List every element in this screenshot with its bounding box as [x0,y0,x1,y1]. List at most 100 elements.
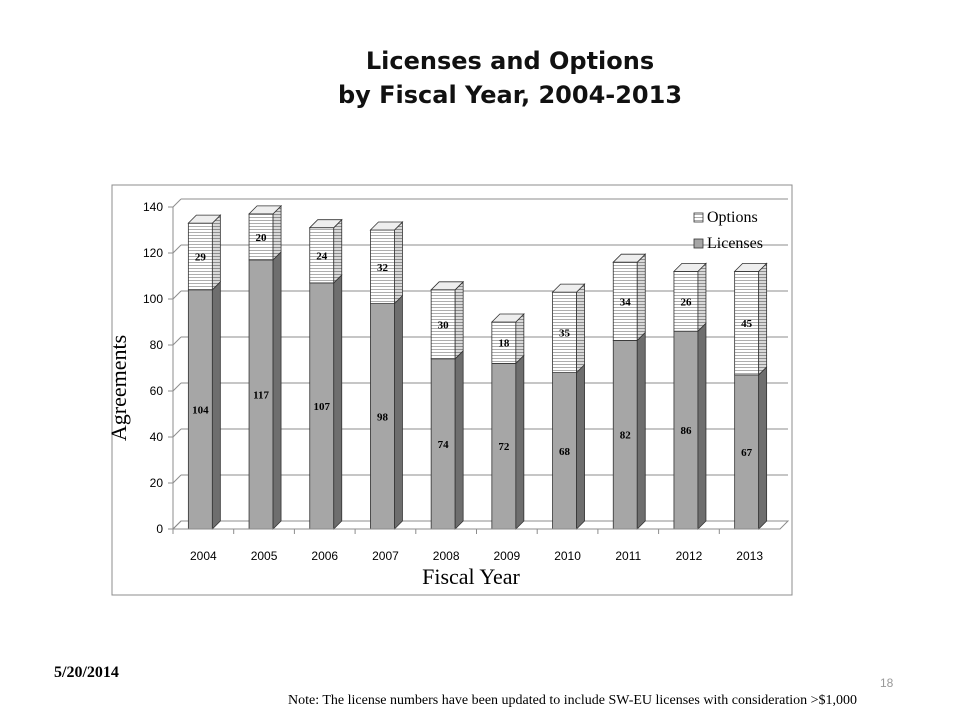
data-label: 34 [620,296,632,308]
bar-face [309,227,335,284]
bar-face [430,358,456,530]
bar-face [734,374,760,530]
slide-note: Note: The license numbers have been upda… [288,693,858,708]
bar-licenses: 86 [673,322,707,530]
chart-title-line2: by Fiscal Year, 2004-2013 [337,81,683,109]
data-label: 24 [316,250,328,262]
x-tick-label: 2004 [190,549,217,563]
bar-top [612,253,647,263]
x-tick-label: 2005 [251,549,278,563]
gridline-depth [172,198,182,208]
chart-title-line1: Licenses and Options [365,47,655,75]
bar-options: 24 [308,218,343,284]
data-label: 35 [559,327,571,339]
legend-swatch [693,212,704,223]
data-label: 30 [438,319,450,331]
y-tick-label: 20 [150,476,164,490]
bar-side [515,313,525,365]
data-label: 67 [741,447,753,459]
bar-side [697,322,707,530]
bar-top [490,313,525,323]
bar-licenses: 107 [309,273,343,530]
y-tick-label: 100 [143,292,163,306]
y-tick-label: 120 [143,246,163,260]
bar-face [734,270,760,376]
bar-licenses: 74 [430,349,464,530]
y-tick-label: 140 [143,200,163,214]
data-label: 18 [498,338,510,350]
slide-number: 18 [880,676,894,690]
x-tick-label: 2013 [736,549,763,563]
bar-side [394,294,403,530]
bar-face [673,270,699,332]
x-axis-label: Fiscal Year [422,564,520,589]
gridline-depth [172,382,182,392]
bar-side [636,253,646,342]
data-label: 117 [253,389,269,401]
bar-side [272,204,282,261]
bar-side [454,280,464,360]
data-label: 45 [741,318,753,330]
bar-options: 34 [612,253,647,342]
bar-licenses: 104 [187,280,221,530]
bar-options: 35 [551,283,586,374]
bar-face [248,259,274,530]
bar-options: 32 [369,221,404,305]
y-tick-label: 40 [150,430,164,444]
data-label: 29 [195,251,207,263]
bar-options: 20 [248,204,283,261]
slide-date: 5/20/2014 [54,664,119,681]
bar-top [430,281,465,291]
x-tick-label: 2006 [311,549,338,563]
bar-side [211,214,221,291]
chart-title: Licenses and Options by Fiscal Year, 200… [210,44,810,112]
bar-licenses: 67 [734,365,768,530]
bar-top [308,219,343,229]
bar-side [394,221,403,305]
x-tick-label: 2011 [615,549,641,563]
data-label: 74 [438,439,450,451]
bar-face [370,229,395,304]
bar-face [491,321,517,364]
legend: Options Licenses [693,209,763,252]
gridline-depth [172,474,182,484]
legend-label: Licenses [707,235,763,252]
legend-swatch [693,238,704,249]
bar-top [187,214,222,224]
bar-licenses: 98 [370,294,403,530]
legend-label: Options [707,209,758,226]
bar-side [515,354,525,530]
bar-licenses: 72 [491,354,525,530]
bar-top [248,205,283,215]
bar-side [333,218,343,284]
bar-options: 29 [187,214,222,291]
bar-top [733,262,768,272]
bar-side [272,250,282,530]
bar-face [187,222,213,291]
data-label: 68 [559,446,571,458]
y-tick-label: 0 [156,522,163,536]
bar-options: 26 [672,262,707,333]
gridline-depth [172,244,182,254]
data-label: 98 [377,411,389,423]
gridline-depth [172,520,182,530]
y-tick-label: 60 [150,384,164,398]
gridline-depth [172,336,182,346]
bar-side [576,283,585,374]
bar-top [672,262,707,272]
bar-side [211,280,221,530]
gridline-depth [172,290,182,300]
data-label: 20 [256,232,268,244]
axis-layer: 0 20 40 60 80 100 120 140 2004 2005 2006 2007 2008 20… [143,200,780,563]
bar-side [697,262,707,333]
data-label: 107 [314,401,331,413]
gridline-depth [172,428,182,438]
bar-licenses: 117 [248,250,282,530]
bar-side [454,349,464,530]
y-axis-label: Agreements [106,335,131,441]
data-label: 32 [377,262,389,274]
bar-licenses: 82 [612,331,646,530]
bar-side [758,365,768,530]
data-label: 26 [680,296,692,308]
